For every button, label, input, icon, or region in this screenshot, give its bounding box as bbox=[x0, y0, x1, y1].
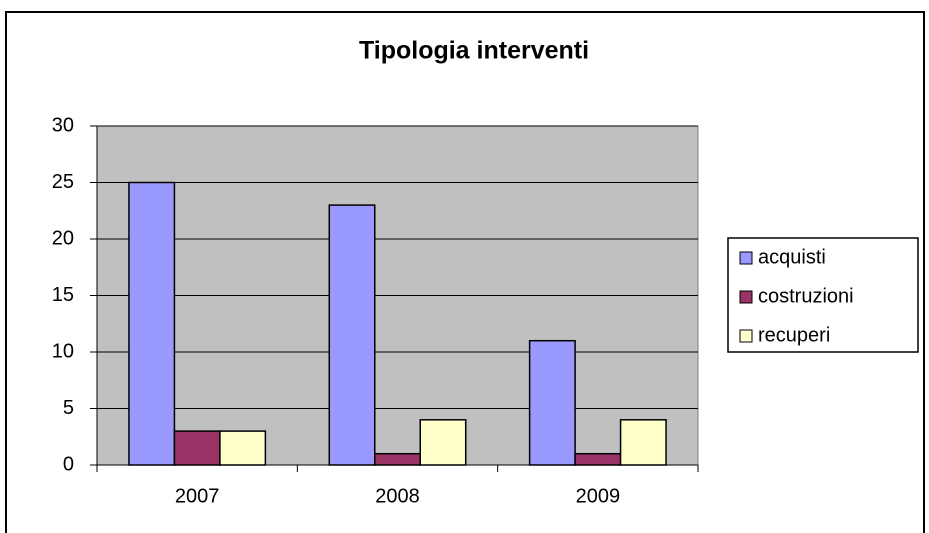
bar bbox=[619, 419, 667, 466]
legend-label: acquisti bbox=[758, 246, 826, 268]
legend-swatch bbox=[739, 290, 753, 304]
bar bbox=[328, 204, 376, 466]
chart-title: Tipologia interventi bbox=[359, 37, 589, 65]
y-tick-label: 25 bbox=[52, 171, 74, 193]
x-tick-label: 2009 bbox=[576, 485, 621, 507]
x-tick-label: 2008 bbox=[375, 485, 420, 507]
y-tick-label: 30 bbox=[52, 114, 74, 136]
y-tick-label: 20 bbox=[52, 227, 74, 249]
bar bbox=[374, 452, 421, 466]
y-tick-label: 5 bbox=[63, 397, 74, 419]
x-tick-label: 2007 bbox=[175, 485, 220, 507]
bar bbox=[528, 339, 576, 466]
bar bbox=[574, 452, 622, 466]
bar bbox=[173, 430, 221, 466]
y-tick-label: 10 bbox=[52, 340, 74, 362]
legend-swatch bbox=[739, 251, 753, 265]
y-tick-label: 15 bbox=[52, 284, 74, 306]
legend-label: costruzioni bbox=[758, 285, 854, 307]
legend-box bbox=[727, 237, 919, 353]
chart-border bbox=[5, 11, 925, 533]
legend-swatch bbox=[739, 329, 753, 343]
y-tick-label: 0 bbox=[63, 453, 74, 475]
bar bbox=[419, 419, 467, 466]
bar bbox=[128, 181, 176, 466]
legend-label: recuperi bbox=[758, 324, 830, 346]
bar bbox=[219, 430, 267, 466]
